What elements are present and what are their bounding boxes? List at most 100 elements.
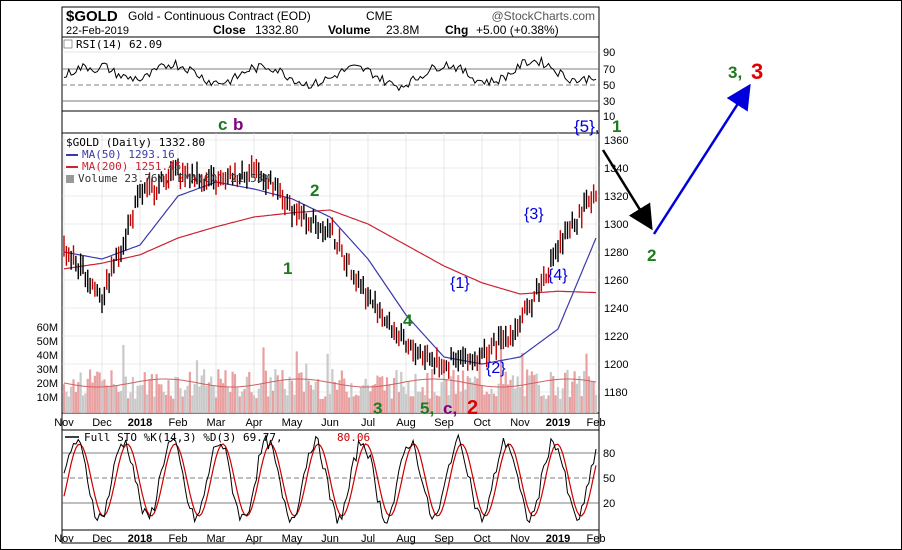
price-tick-label: 1220 bbox=[604, 331, 628, 343]
volume-bar bbox=[290, 380, 294, 413]
volume-bar bbox=[483, 394, 486, 413]
volume-bar bbox=[210, 376, 213, 413]
volume-bar bbox=[155, 374, 158, 413]
volume-bar bbox=[207, 382, 210, 413]
sto-tick-50: 50 bbox=[603, 473, 615, 485]
volume-bar bbox=[573, 371, 576, 413]
x-axis-label: Nov bbox=[54, 533, 74, 545]
x-axis-label: 2019 bbox=[546, 533, 570, 545]
volume-bar bbox=[585, 353, 588, 413]
wave-label-1: 1 bbox=[283, 259, 292, 278]
ma200-legend: MA(200) 1251.45 bbox=[82, 160, 181, 173]
volume-bar bbox=[198, 386, 201, 413]
volume-bar bbox=[89, 369, 92, 413]
price-tick-label: 1340 bbox=[604, 163, 628, 175]
volume-bar bbox=[200, 375, 203, 413]
volume-bar bbox=[404, 393, 408, 413]
volume-bar bbox=[319, 398, 322, 413]
volume-bar bbox=[402, 386, 405, 413]
volume-bar bbox=[590, 381, 593, 413]
volume-bar bbox=[333, 381, 336, 413]
volume-bar bbox=[471, 382, 474, 413]
volume-bar bbox=[248, 371, 251, 413]
price-tick-label: 1240 bbox=[604, 303, 628, 315]
x-axis-label: 2018 bbox=[128, 533, 152, 545]
volume-bar bbox=[314, 381, 317, 413]
volume-tick-label: 30M bbox=[37, 364, 58, 376]
volume-bar bbox=[518, 387, 522, 413]
volume-bar bbox=[188, 371, 191, 413]
volume-bar bbox=[433, 392, 436, 413]
x-axis-label: Jul bbox=[361, 417, 375, 429]
volume-bar bbox=[214, 397, 218, 413]
volume-bar bbox=[397, 392, 400, 413]
volume-bar bbox=[566, 369, 569, 413]
volume-bar bbox=[203, 369, 206, 413]
volume-bar bbox=[271, 390, 275, 413]
volume-bar bbox=[312, 389, 315, 413]
volume-bar bbox=[117, 391, 120, 413]
volume-tick-label: 40M bbox=[37, 350, 58, 362]
wave-label-brace-4: {4} bbox=[548, 267, 568, 284]
watermark: @StockCharts.com bbox=[491, 9, 595, 23]
volume-bar bbox=[224, 370, 227, 413]
volume-bar bbox=[267, 396, 270, 413]
volume-bar bbox=[435, 395, 438, 413]
wave-label-5: 5, bbox=[420, 399, 434, 418]
price-tick-label: 1360 bbox=[604, 135, 628, 147]
wave-label-b: b bbox=[233, 115, 243, 134]
volume-bar bbox=[549, 371, 552, 413]
volume-bar bbox=[545, 398, 548, 413]
x-axis-label: Mar bbox=[207, 417, 226, 429]
volume-bar bbox=[302, 391, 305, 413]
volume-bar bbox=[359, 386, 362, 413]
volume-bar bbox=[124, 376, 127, 413]
volume-bar bbox=[426, 372, 429, 413]
volume-bar bbox=[338, 380, 341, 413]
volume-bars bbox=[62, 344, 598, 413]
volume-bar bbox=[226, 387, 229, 413]
volume-bar bbox=[571, 381, 574, 413]
volume-bar bbox=[412, 396, 415, 413]
rsi-line bbox=[63, 55, 597, 92]
volume-bar bbox=[300, 372, 303, 413]
volume-bar bbox=[385, 377, 389, 413]
volume-bar bbox=[74, 391, 77, 413]
volume-bar bbox=[243, 389, 246, 413]
volume-bar bbox=[535, 373, 538, 413]
x-axis-label: Oct bbox=[473, 533, 490, 545]
volume-bar bbox=[255, 398, 258, 413]
x-axis-label: May bbox=[282, 417, 303, 429]
volume-bar bbox=[288, 376, 291, 413]
volume-bar bbox=[141, 384, 144, 413]
volume-bar bbox=[547, 395, 550, 413]
volume-bar bbox=[594, 394, 598, 413]
volume-value: 23.8M bbox=[386, 23, 419, 37]
volume-bar bbox=[559, 398, 562, 413]
volume-bar bbox=[440, 382, 443, 413]
volume-bar bbox=[438, 396, 441, 413]
volume-tick-label: 20M bbox=[37, 378, 58, 390]
ma200-line bbox=[63, 209, 597, 295]
x-axis-label: Aug bbox=[396, 417, 416, 429]
volume-bar bbox=[343, 378, 346, 413]
volume-bar bbox=[169, 395, 172, 413]
volume-bar bbox=[162, 392, 165, 413]
volume-bar bbox=[160, 384, 163, 413]
volume-bar bbox=[150, 374, 153, 413]
volume-bar bbox=[511, 375, 514, 413]
volume-bar bbox=[110, 370, 113, 413]
volume-bar bbox=[423, 394, 427, 413]
volume-bar bbox=[119, 390, 123, 413]
volume-bar bbox=[497, 383, 500, 413]
volume-bar bbox=[91, 382, 94, 413]
x-axis-label: 2019 bbox=[546, 417, 570, 429]
x-axis-label: Jun bbox=[321, 533, 339, 545]
volume-bar bbox=[516, 376, 519, 413]
volume-bar bbox=[480, 384, 484, 413]
price-tick-label: 1180 bbox=[604, 387, 628, 399]
volume-bar bbox=[366, 385, 370, 413]
volume-bar bbox=[345, 391, 348, 413]
volume-bar bbox=[309, 385, 313, 413]
volume-bar bbox=[492, 393, 495, 413]
